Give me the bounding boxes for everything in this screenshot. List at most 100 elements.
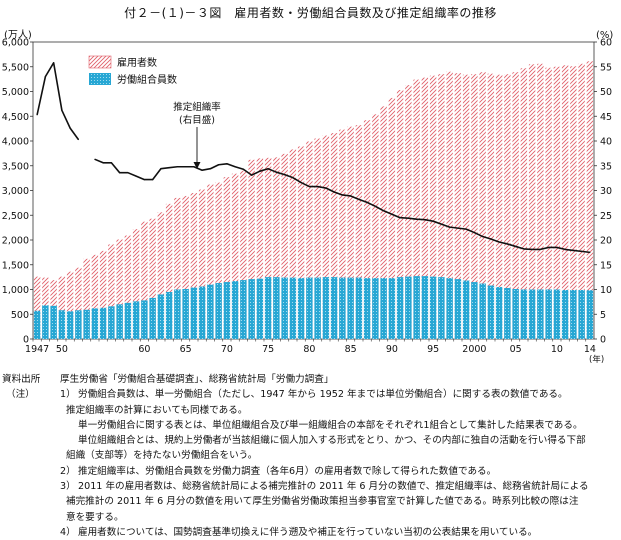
union-bar — [231, 281, 239, 339]
employees-bar — [75, 267, 82, 339]
employees-bar — [495, 74, 503, 340]
rate-point — [152, 179, 154, 181]
employees-bar — [223, 177, 231, 339]
rate-point — [465, 228, 467, 230]
right-axis: 0 5 10 15 20 25 30 35 40 45 50 55 60 — [594, 38, 612, 346]
annotation-arrowhead — [193, 162, 201, 169]
union-bar — [157, 294, 165, 339]
union-bar — [116, 304, 123, 339]
union-bar — [520, 289, 528, 339]
rate-point — [564, 248, 566, 251]
rate-point — [135, 175, 137, 177]
left-axis-unit: (万人) — [4, 29, 32, 41]
rate-point — [292, 177, 294, 179]
rate-point — [168, 167, 170, 169]
right-tick-label: 25 — [600, 211, 612, 222]
union-bar — [314, 277, 321, 339]
right-tick-label: 55 — [600, 62, 612, 73]
employees-bar — [182, 195, 189, 339]
note-4-text: 雇用者数については、国勢調査基準切換えに伴う遡及や補正を行っていない当初の公表結… — [78, 526, 538, 538]
union-bar — [504, 288, 511, 339]
rate-point — [515, 245, 517, 248]
employees-bar — [504, 74, 511, 340]
employees-bar — [231, 173, 239, 339]
union-bar — [149, 297, 156, 339]
note-3-text2: 補完推計の 2011 年 6 月分の数値を用いて厚生労働省労働政策担当参事官室で… — [66, 496, 579, 508]
employees-bar — [462, 74, 470, 340]
x-tick-label: 95 — [427, 344, 439, 355]
union-bar — [50, 305, 57, 339]
union-bar — [495, 287, 503, 339]
rate-point — [61, 109, 63, 111]
rate-point — [102, 162, 104, 164]
employees-bar — [347, 126, 354, 340]
employees-bar — [372, 114, 379, 340]
union-bar — [198, 286, 206, 339]
employees-bar — [99, 250, 107, 339]
employees-bar — [363, 120, 371, 340]
right-tick-label: 60 — [600, 38, 612, 49]
right-tick-label: 5 — [600, 310, 606, 321]
union-bar — [339, 277, 346, 339]
right-tick-label: 40 — [600, 137, 612, 148]
rate-point — [317, 185, 319, 188]
union-bar — [355, 277, 363, 339]
rate-point — [416, 218, 418, 220]
employees-bar — [413, 79, 420, 339]
employees-bar — [124, 235, 132, 339]
note-row-1: （注） 1） 労働組合員数は、単一労働組合（ただし、1947 年から 1952 … — [2, 387, 620, 402]
right-tick-label: 30 — [600, 186, 612, 197]
union-bar — [372, 278, 379, 339]
left-tick-label: 1,500 — [2, 260, 29, 271]
employees-bar — [264, 157, 272, 339]
right-axis-unit: (%) — [596, 30, 613, 41]
rate-point — [358, 198, 360, 201]
notes-section: 資料出所 厚生労働省「労働組合基礎調査」、総務省統計局「労働力調査」 （注） 1… — [2, 372, 620, 540]
rate-point — [589, 251, 591, 253]
union-bar — [289, 277, 297, 339]
employees-bar — [297, 146, 305, 339]
employees-bar — [405, 85, 412, 339]
left-tick-label: 1,000 — [2, 285, 29, 296]
rate-point — [201, 169, 203, 171]
employees-bar — [190, 192, 198, 339]
employees-bar — [487, 73, 495, 340]
rate-point — [333, 191, 335, 193]
employees-bar — [240, 170, 247, 339]
rate-point — [259, 170, 261, 172]
union-bar — [479, 283, 486, 339]
rate-point — [482, 235, 484, 238]
union-bar — [297, 278, 305, 339]
union-bar — [561, 289, 569, 339]
annotation-line1: 推定組織率 — [173, 101, 221, 113]
employees-bar — [355, 125, 363, 339]
employees-bar — [149, 218, 156, 339]
union-bar — [330, 277, 338, 339]
legend-label-employees: 雇用者数 — [117, 56, 157, 69]
left-tick-label: 5,500 — [2, 62, 29, 73]
employees-bar — [281, 153, 288, 339]
employees-bar — [141, 221, 148, 339]
employees-bar — [396, 90, 404, 339]
x-tick-label: 90 — [386, 344, 398, 355]
right-tick-label: 10 — [600, 285, 612, 296]
employees-bar — [33, 276, 41, 339]
note-2-text: 推定組織率は、労働組合員数を労働力調査（各年6月）の雇用者数で除して得られた数値… — [78, 465, 497, 477]
employees-bar — [446, 71, 453, 339]
employees-bar — [561, 65, 569, 339]
employees-bar — [421, 77, 429, 339]
left-tick-label: 0 — [23, 335, 29, 346]
rate-point — [193, 166, 195, 168]
union-bar — [512, 289, 519, 339]
rate-point — [374, 205, 376, 207]
left-tick-label: 3,000 — [2, 186, 29, 197]
union-bar — [42, 305, 49, 339]
union-bar — [248, 279, 255, 339]
rate-point — [119, 172, 121, 174]
rate-point — [185, 166, 187, 168]
legend-label-union: 労働組合員数 — [117, 73, 177, 86]
union-bar — [273, 277, 280, 339]
x-tick-label: 14 — [584, 344, 596, 355]
chart-title: 付２－(１)－３図 雇用者数・労働組合員数及び推定組織率の推移 — [124, 6, 497, 20]
left-tick-label: 2,500 — [2, 211, 29, 222]
